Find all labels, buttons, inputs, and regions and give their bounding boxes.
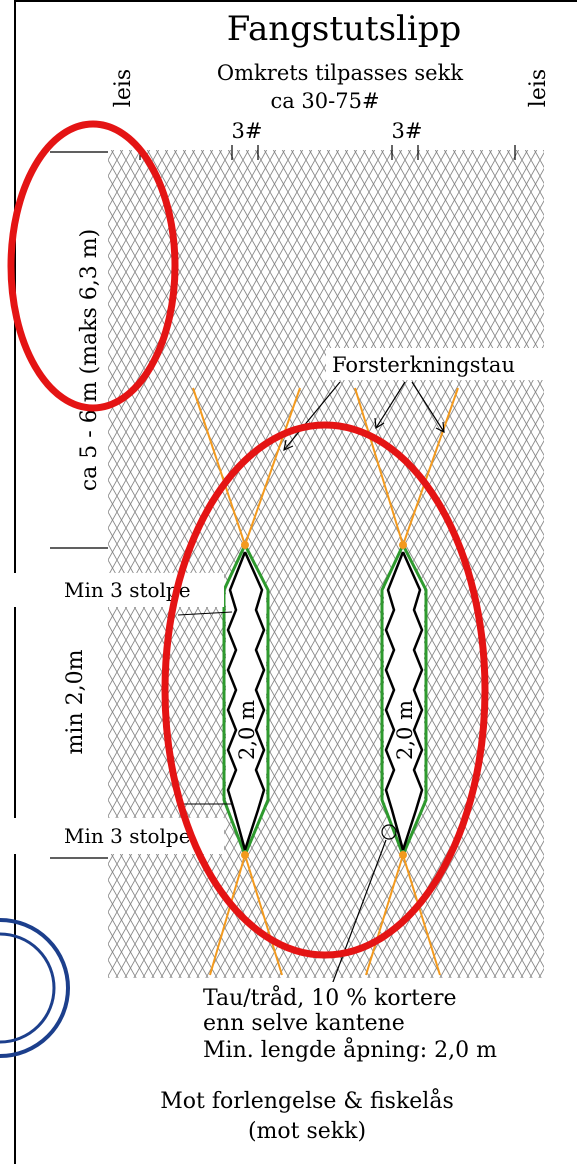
rope-knots <box>241 541 407 859</box>
diagram-title: Fangstutslipp <box>227 9 462 49</box>
knot-detail-circle <box>381 824 397 840</box>
label-leis-left: leis <box>111 69 136 107</box>
blue-mark-inner <box>0 932 56 1044</box>
label-3-meshes-right: 3# <box>392 119 423 143</box>
label-reinforcement: Forsterkningstau <box>332 353 515 377</box>
note-line-3: Min. lengde åpning: 2,0 m <box>203 1036 497 1063</box>
opening-right <box>384 545 424 855</box>
footer-line-1: Mot forlengelse & fiskelås <box>160 1087 454 1114</box>
label-min-height: min 2,0m <box>63 649 88 754</box>
label-box-reinforcement <box>326 348 576 380</box>
footer-line-2: (mot sekk) <box>248 1119 366 1144</box>
label-box-top <box>0 573 224 607</box>
label-min-posts-bottom: Min 3 stolpe <box>64 824 191 848</box>
subtitle-line-1: Omkrets tilpasses sekk <box>217 61 463 85</box>
zigzag-edges <box>226 551 424 851</box>
reinforcement-arrows <box>283 381 445 452</box>
reinforcement-ropes <box>192 387 459 976</box>
subtitle-line-2: ca 30-75# <box>270 89 379 113</box>
leader-note <box>329 839 387 991</box>
label-length-vertical: ca 5 - 6 m (maks 6,3 m) <box>77 229 102 491</box>
label-opening-left: 2,0 m <box>235 700 259 760</box>
label-leis-right: leis <box>526 69 551 107</box>
highlight-ellipse-main <box>161 421 489 959</box>
note-line-2: enn selve kantene <box>203 1011 405 1036</box>
opening-left <box>226 545 266 855</box>
note-box <box>180 982 577 1062</box>
label-opening-right: 2,0 m <box>393 700 417 760</box>
label-min-posts-top: Min 3 stolpe <box>64 578 191 602</box>
blue-mark <box>0 918 70 1058</box>
note-line-1: Tau/tråd, 10 % kortere <box>203 984 457 1011</box>
highlight-ellipse-left <box>7 120 179 412</box>
green-edges <box>222 544 428 856</box>
leader-posts-top <box>177 611 233 616</box>
label-3-meshes-left: 3# <box>232 119 263 143</box>
